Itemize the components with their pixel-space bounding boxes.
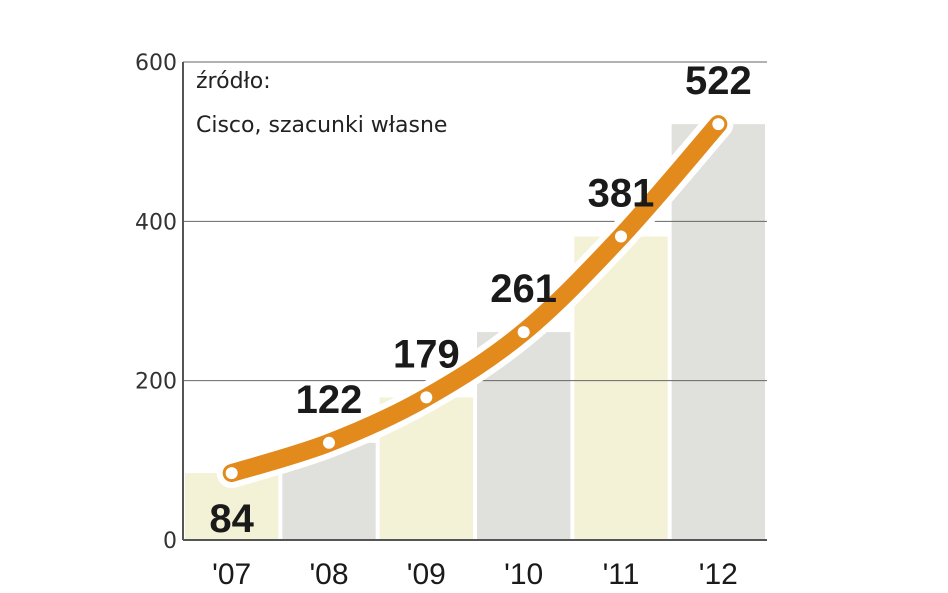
data-label: 84: [209, 497, 254, 541]
data-label: 122: [296, 378, 363, 422]
data-point: [420, 391, 433, 404]
x-tick-label: '09: [407, 558, 446, 591]
data-points: [225, 118, 725, 480]
y-tick-labels: 0 200 400 600: [135, 51, 177, 554]
value-bar: [671, 124, 765, 540]
x-tick-label: '10: [504, 558, 543, 591]
data-labels: 84 122 179 261 381 522: [209, 59, 751, 541]
background-bars: [185, 124, 765, 540]
x-tick-label: '12: [699, 558, 738, 591]
source-label: źródło:: [196, 69, 271, 94]
source-text: Cisco, szacunki własne: [196, 113, 447, 138]
data-point: [517, 326, 530, 339]
x-tick-labels: '07 '08 '09 '10 '11 '12: [212, 558, 738, 591]
data-point: [712, 118, 725, 131]
series-line: [216, 109, 734, 489]
data-label: 522: [685, 59, 752, 103]
data-point: [225, 467, 238, 480]
data-label: 179: [393, 332, 460, 376]
y-tick-label: 400: [135, 210, 177, 235]
x-tick-label: '07: [212, 558, 251, 591]
y-tick-label: 600: [135, 51, 177, 76]
y-tick-label: 0: [163, 529, 177, 554]
data-label: 261: [490, 267, 557, 311]
data-point: [323, 436, 335, 449]
y-tick-label: 200: [135, 370, 177, 395]
data-point: [615, 230, 627, 243]
x-tick-label: '08: [309, 558, 348, 591]
data-label: 381: [588, 171, 655, 215]
series-line-path: [222, 115, 728, 483]
x-tick-label: '11: [603, 558, 640, 591]
y-axis: [182, 62, 767, 541]
